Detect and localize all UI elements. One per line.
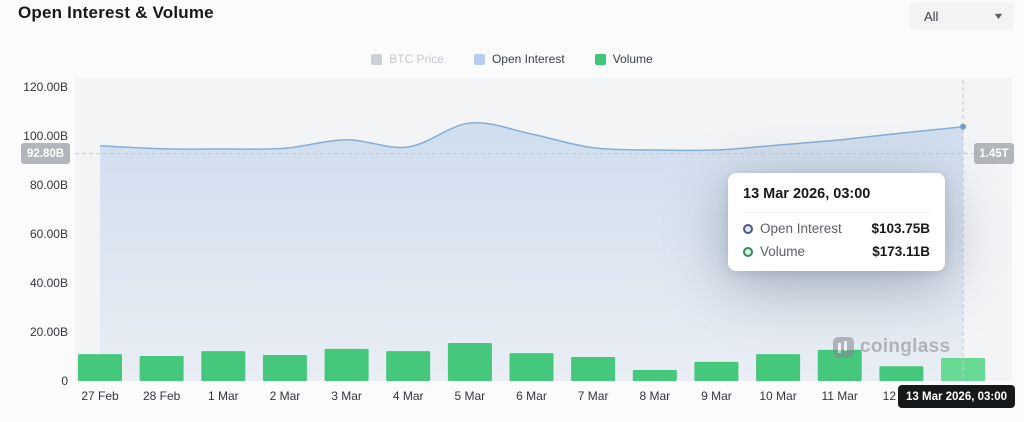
y-axis-label: 0 (61, 374, 68, 388)
x-axis-label: 11 Mar (821, 389, 858, 403)
legend-item-volume[interactable]: Volume (594, 52, 653, 66)
y-axis-label: 120.00B (23, 80, 68, 94)
x-axis-label: 1 Mar (207, 389, 239, 403)
page-title: Open Interest & Volume (18, 3, 214, 22)
legend-label: Volume (612, 52, 653, 66)
tooltip-value: $103.75B (871, 221, 930, 236)
tooltip-value: $173.11B (872, 244, 930, 259)
x-axis-label: 4 Mar (392, 389, 424, 403)
y-axis-label: 20.00B (29, 325, 68, 339)
tooltip-label: Volume (760, 244, 806, 259)
x-axis-label: 2 Mar (269, 389, 301, 403)
volume-bar[interactable] (817, 349, 862, 381)
y-axis-label: 100.00B (23, 129, 68, 143)
volume-marker-icon (743, 246, 753, 257)
crosshair-x-badge: 13 Mar 2026, 03:00 (898, 385, 1016, 408)
btc-price-swatch-icon (371, 53, 383, 65)
open-interest-swatch-icon (473, 53, 485, 65)
y-axis-label: 80.00B (29, 178, 68, 192)
legend-item-btc-price[interactable]: BTC Price (371, 52, 444, 66)
x-axis-label: 28 Feb (142, 389, 181, 403)
y-axis-label: 40.00B (29, 276, 68, 290)
volume-bar[interactable] (262, 355, 307, 381)
x-axis-label: 7 Mar (577, 389, 609, 403)
watermark-text: coinglass (860, 336, 951, 357)
volume-bar[interactable] (879, 366, 924, 381)
chevron-down-icon: ▼ (992, 11, 1005, 21)
volume-bar[interactable] (139, 356, 184, 381)
x-axis-label: 6 Mar (516, 389, 547, 403)
volume-bar[interactable] (201, 351, 246, 381)
legend-label: BTC Price (389, 52, 444, 66)
coinglass-watermark: coinglass (833, 336, 950, 358)
volume-bar[interactable] (756, 354, 801, 381)
open-interest-marker-icon (743, 223, 753, 234)
tooltip-row-open-interest: Open Interest $103.75B (743, 221, 930, 236)
tooltip-row-volume: Volume $173.11B (743, 244, 930, 259)
volume-bar[interactable] (78, 354, 122, 381)
tooltip-title: 13 Mar 2026, 03:00 (743, 186, 930, 213)
x-axis-label: 27 Feb (81, 389, 119, 403)
volume-bar[interactable] (694, 361, 739, 381)
chart-legend: BTC Price Open Interest Volume (0, 52, 1024, 66)
x-axis-label: 3 Mar (331, 389, 362, 403)
crosshair-point (960, 123, 966, 130)
crosshair-y-right-badge: 1.45T (974, 143, 1014, 164)
volume-bar[interactable] (447, 343, 492, 381)
legend-item-open-interest[interactable]: Open Interest (473, 52, 565, 66)
time-range-value: All (924, 8, 939, 24)
volume-bar[interactable] (324, 348, 369, 381)
x-axis-label: 10 Mar (759, 389, 797, 403)
open-interest-line (99, 121, 964, 152)
x-axis-label: 5 Mar (454, 389, 486, 403)
x-axis-label: 8 Mar (639, 389, 671, 403)
y-axis-label: 60.00B (29, 227, 68, 241)
volume-swatch-icon (594, 53, 606, 65)
volume-bar[interactable] (571, 357, 616, 381)
volume-bar[interactable] (386, 351, 431, 381)
volume-bar[interactable] (632, 370, 677, 381)
tooltip-label: Open Interest (760, 221, 842, 236)
coinglass-logo-icon (833, 336, 854, 358)
time-range-dropdown[interactable]: All ▼ (910, 2, 1014, 30)
chart-tooltip: 13 Mar 2026, 03:00 Open Interest $103.75… (728, 173, 945, 271)
x-axis-label: 9 Mar (701, 389, 732, 403)
volume-bar[interactable] (509, 353, 554, 381)
legend-label: Open Interest (491, 52, 565, 66)
crosshair-y-left-badge: 92.80B (21, 143, 70, 164)
